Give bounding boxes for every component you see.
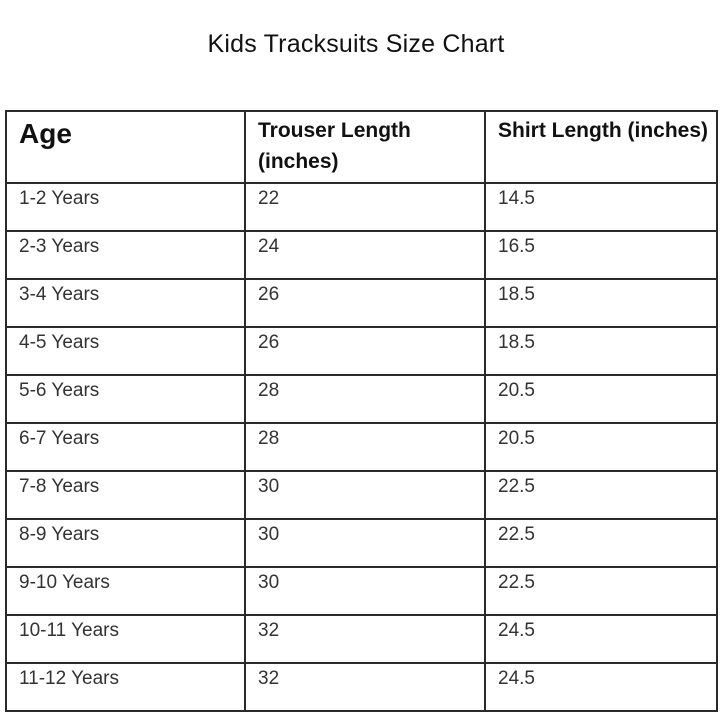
shirt-length-cell: 24.5 <box>484 614 718 664</box>
header-age: Age <box>5 110 246 184</box>
age-cell: 8-9 Years <box>5 518 246 568</box>
age-cell: 4-5 Years <box>5 326 246 376</box>
trouser-length-cell: 28 <box>244 374 486 424</box>
shirt-length-cell: 24.5 <box>484 662 718 712</box>
table-row: 9-10 Years 30 22.5 <box>5 566 718 616</box>
age-cell: 2-3 Years <box>5 230 246 280</box>
trouser-length-cell: 28 <box>244 422 486 472</box>
age-cell: 10-11 Years <box>5 614 246 664</box>
header-trouser-length: Trouser Length (inches) <box>244 110 486 184</box>
table-row: 2-3 Years 24 16.5 <box>5 230 718 280</box>
age-cell: 7-8 Years <box>5 470 246 520</box>
shirt-length-cell: 20.5 <box>484 374 718 424</box>
header-row: Age Trouser Length (inches) Shirt Length… <box>5 110 718 184</box>
age-cell: 3-4 Years <box>5 278 246 328</box>
trouser-length-cell: 32 <box>244 662 486 712</box>
table-row: 6-7 Years 28 20.5 <box>5 422 718 472</box>
table-row: 4-5 Years 26 18.5 <box>5 326 718 376</box>
trouser-length-cell: 30 <box>244 566 486 616</box>
trouser-length-cell: 26 <box>244 278 486 328</box>
trouser-length-cell: 24 <box>244 230 486 280</box>
trouser-length-cell: 30 <box>244 518 486 568</box>
table-row: 7-8 Years 30 22.5 <box>5 470 718 520</box>
age-cell: 6-7 Years <box>5 422 246 472</box>
header-shirt-length: Shirt Length (inches) <box>484 110 718 184</box>
table-row: 8-9 Years 30 22.5 <box>5 518 718 568</box>
table-row: 1-2 Years 22 14.5 <box>5 182 718 232</box>
trouser-length-cell: 22 <box>244 182 486 232</box>
age-cell: 1-2 Years <box>5 182 246 232</box>
age-cell: 5-6 Years <box>5 374 246 424</box>
age-cell: 9-10 Years <box>5 566 246 616</box>
table-row: 11-12 Years 32 24.5 <box>5 662 718 712</box>
table-row: 3-4 Years 26 18.5 <box>5 278 718 328</box>
trouser-length-cell: 32 <box>244 614 486 664</box>
age-cell: 11-12 Years <box>5 662 246 712</box>
trouser-length-cell: 26 <box>244 326 486 376</box>
shirt-length-cell: 14.5 <box>484 182 718 232</box>
shirt-length-cell: 22.5 <box>484 566 718 616</box>
shirt-length-cell: 16.5 <box>484 230 718 280</box>
page-title: Kids Tracksuits Size Chart <box>207 30 505 58</box>
shirt-length-cell: 22.5 <box>484 518 718 568</box>
size-chart-table: Age Trouser Length (inches) Shirt Length… <box>5 110 718 712</box>
trouser-length-cell: 30 <box>244 470 486 520</box>
shirt-length-cell: 18.5 <box>484 326 718 376</box>
table-row: 10-11 Years 32 24.5 <box>5 614 718 664</box>
table-row: 5-6 Years 28 20.5 <box>5 374 718 424</box>
shirt-length-cell: 18.5 <box>484 278 718 328</box>
shirt-length-cell: 20.5 <box>484 422 718 472</box>
shirt-length-cell: 22.5 <box>484 470 718 520</box>
